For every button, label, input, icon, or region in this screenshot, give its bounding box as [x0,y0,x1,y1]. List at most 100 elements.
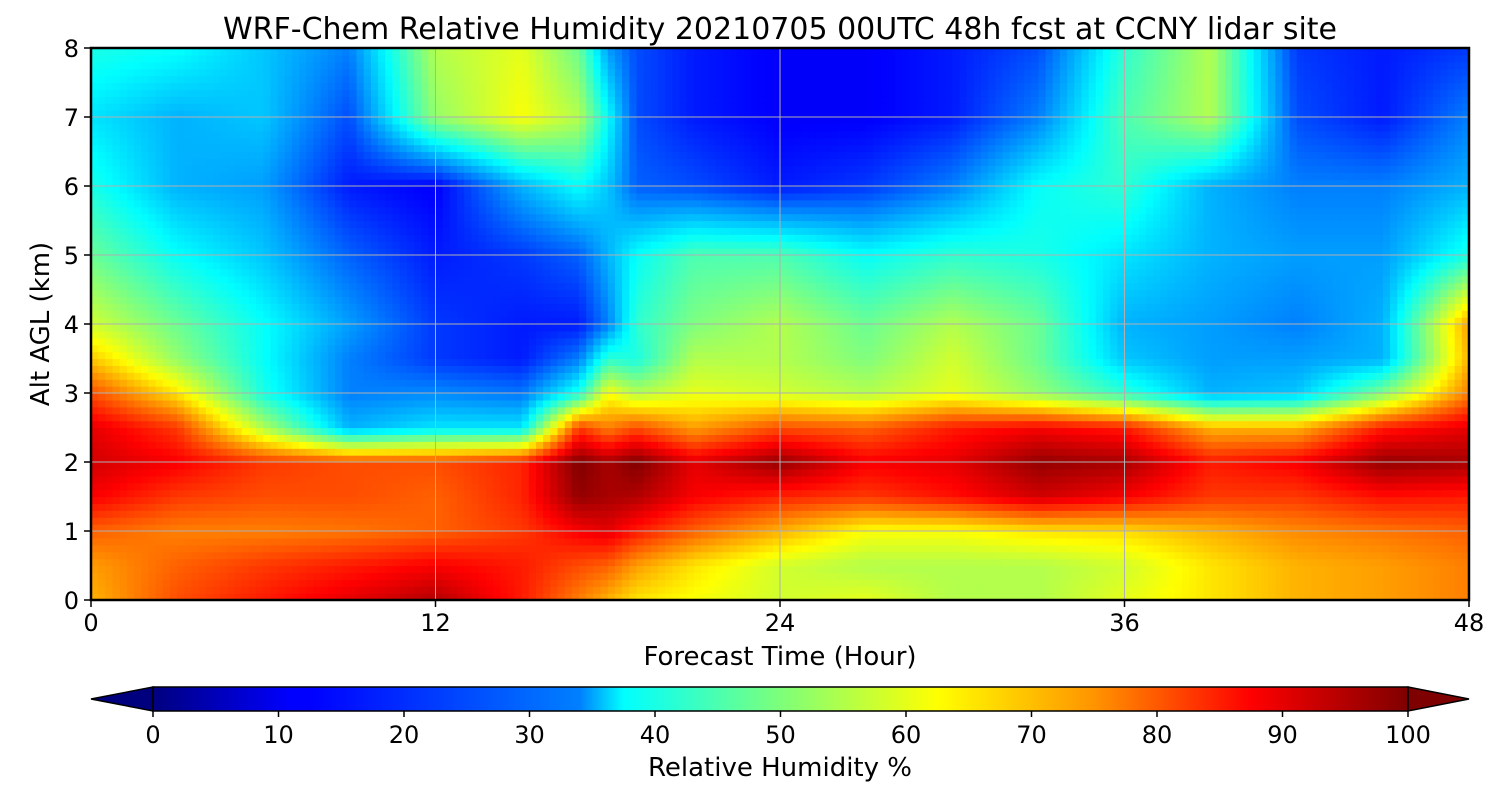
heatmap-cell [406,427,415,435]
heatmap-cell [765,455,774,463]
heatmap-cell [636,427,645,435]
heatmap-cell [1110,524,1118,532]
heatmap-cell [1067,565,1075,573]
heatmap-cell [571,489,580,498]
heatmap-cell [1102,558,1111,567]
heatmap-cell [1153,558,1161,567]
heatmap-cell [1289,531,1298,539]
heatmap-cell [1102,531,1111,539]
heatmap-cell [435,565,444,573]
heatmap-cell [1361,524,1370,532]
heatmap-cell [980,517,989,525]
heatmap-cell [1296,427,1305,435]
heatmap-cell [557,593,566,600]
heatmap-cell [1253,572,1262,580]
heatmap-cell [543,482,551,491]
heatmap-cell [464,489,472,498]
heatmap-cell [342,482,350,491]
heatmap-cell [758,503,767,511]
heatmap-cell [327,531,336,539]
heatmap-cell [349,448,358,456]
heatmap-cell [421,551,429,560]
heatmap-cell [736,593,745,600]
heatmap-cell [1461,517,1469,525]
heatmap-cell [1203,593,1212,600]
heatmap-cell [701,482,709,491]
heatmap-cell [406,420,415,429]
heatmap-cell [500,441,508,449]
heatmap-cell [457,524,465,532]
heatmap-cell [162,496,171,504]
heatmap-cell [1289,586,1298,594]
heatmap-cell [91,524,99,532]
heatmap-cell [995,551,1004,560]
heatmap-cell [1124,517,1133,525]
heatmap-cell [134,420,142,429]
heatmap-cell [392,427,401,435]
heatmap-cell [169,441,178,449]
heatmap-cell [1002,537,1011,546]
heatmap-cell [1318,572,1327,580]
heatmap-cell [1397,427,1406,435]
heatmap-cell [937,420,946,429]
heatmap-cell [959,448,968,456]
heatmap-cell [464,517,472,525]
heatmap-cell [1002,482,1011,491]
heatmap-cell [586,531,594,539]
heatmap-cell [148,420,157,429]
heatmap-cell [894,524,903,532]
heatmap-cell [801,462,810,470]
heatmap-cell [1260,455,1269,463]
heatmap-cell [614,455,623,463]
heatmap-cell [1268,455,1276,463]
heatmap-cell [1433,427,1441,435]
heatmap-cell [1289,427,1298,435]
heatmap-cell [550,455,559,463]
heatmap-cell [1332,434,1341,442]
heatmap-cell [1260,420,1269,429]
heatmap-cell [349,489,358,498]
heatmap-cell [693,565,702,573]
heatmap-cell [406,572,415,580]
heatmap-cell [1246,565,1255,573]
heatmap-cell [607,551,616,560]
heatmap-cell [112,537,121,546]
heatmap-cell [1411,462,1420,470]
heatmap-cell [98,475,106,484]
heatmap-cell [916,565,925,573]
heatmap-cell [1217,517,1226,525]
heatmap-cell [313,510,322,518]
heatmap-cell [794,496,803,504]
heatmap-cell [457,572,465,580]
heatmap-cell [686,475,695,484]
heatmap-cell [1311,572,1319,580]
heatmap-cell [586,482,594,491]
heatmap-cell [772,434,781,442]
heatmap-cell [557,579,566,587]
heatmap-cell [830,551,839,560]
heatmap-cell [1045,551,1054,560]
heatmap-cell [1390,586,1398,594]
heatmap-cell [1447,544,1456,553]
heatmap-cell [1052,434,1061,442]
heatmap-cell [1454,586,1463,594]
heatmap-cell [1253,531,1262,539]
heatmap-cell [306,544,315,553]
heatmap-cell [952,544,961,553]
heatmap-cell [1368,558,1377,567]
heatmap-cell [916,434,925,442]
heatmap-cell [1102,427,1111,435]
heatmap-cell [1189,462,1197,470]
heatmap-cell [815,455,824,463]
heatmap-cell [701,517,709,525]
heatmap-cell [1454,551,1463,560]
heatmap-cell [442,482,451,491]
heatmap-cell [1074,503,1083,511]
heatmap-cell [1411,551,1420,560]
heatmap-cell [995,517,1004,525]
heatmap-cell [1124,593,1133,600]
heatmap-cell [1189,427,1197,435]
heatmap-cell [593,462,602,470]
heatmap-cell [916,586,925,594]
heatmap-cell [177,434,185,442]
